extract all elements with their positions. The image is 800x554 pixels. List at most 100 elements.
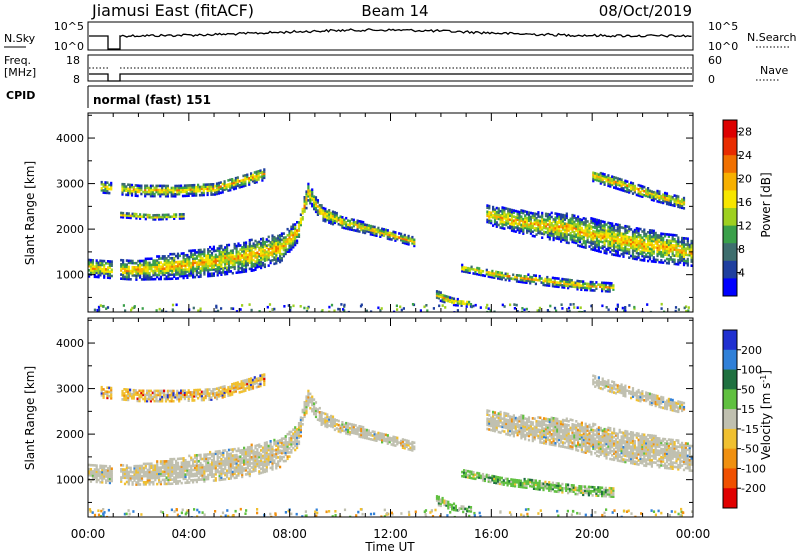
echo-cell — [192, 306, 195, 310]
beam-title: Beam 14 — [361, 2, 428, 20]
echo-cell — [684, 243, 687, 246]
echo-cell — [628, 229, 631, 233]
echo-cell — [252, 455, 255, 459]
echo-cell — [110, 187, 113, 191]
echo-cell — [250, 250, 253, 254]
echo-cell — [554, 218, 557, 222]
echo-cell — [139, 259, 142, 263]
echo-cell — [626, 243, 629, 247]
echo-cell — [176, 473, 180, 477]
echo-cell — [664, 191, 667, 195]
echo-cell — [156, 259, 159, 262]
echo-cell — [106, 191, 109, 195]
echo-cell — [212, 274, 215, 277]
echo-cell — [127, 482, 130, 486]
echo-cell — [464, 302, 467, 306]
echo-cell — [570, 281, 573, 284]
echo-cell — [154, 464, 157, 467]
echo-cell — [129, 214, 132, 218]
echo-cell — [215, 306, 218, 309]
echo-cell — [110, 469, 113, 472]
echo-cell — [474, 272, 477, 276]
echo-cell — [314, 415, 318, 419]
echo-cell — [309, 195, 312, 199]
echo-cell — [580, 228, 583, 232]
echo-cell — [212, 189, 215, 192]
echo-cell — [279, 252, 282, 256]
echo-cell — [647, 239, 650, 242]
echo-cell — [140, 474, 144, 478]
echo-cell — [142, 267, 145, 271]
echo-cell — [488, 221, 491, 224]
echo-cell — [294, 442, 297, 446]
echo-cell — [546, 223, 549, 226]
echo-cell — [131, 272, 134, 275]
echo-cell — [205, 459, 208, 462]
echo-cell — [144, 276, 147, 279]
echo-cell — [246, 452, 249, 455]
echo-cell — [464, 266, 468, 270]
echo-cell — [501, 222, 504, 226]
echo-cell — [313, 398, 316, 401]
echo-cell — [137, 479, 140, 482]
echo-cell — [288, 438, 291, 442]
echo-cell — [265, 441, 268, 444]
echo-cell — [671, 250, 674, 253]
echo-cell — [400, 308, 403, 312]
echo-cell — [201, 472, 204, 475]
echo-cell — [123, 269, 127, 272]
echo-cell — [279, 244, 282, 247]
echo-cell — [301, 416, 304, 420]
echo-cell — [682, 196, 686, 200]
echo-cell — [122, 275, 125, 279]
echo-cell — [671, 246, 674, 249]
echo-cell — [175, 273, 178, 276]
echo-cell — [234, 176, 237, 180]
echo-cell — [201, 457, 204, 461]
echo-cell — [512, 225, 515, 229]
echo-cell — [243, 454, 246, 458]
echo-cell — [673, 244, 676, 247]
echo-cell — [275, 444, 278, 447]
echo-cell — [616, 229, 619, 233]
echo-cell — [633, 249, 636, 252]
echo-cell — [205, 266, 208, 270]
echo-cell — [313, 203, 316, 207]
echo-cell — [573, 214, 576, 218]
echo-cell — [294, 237, 297, 241]
echo-cell — [153, 188, 156, 192]
echo-cell — [620, 240, 623, 244]
echo-cell — [495, 206, 498, 210]
echo-cell — [244, 456, 248, 460]
echo-cell — [122, 216, 125, 219]
echo-cell — [503, 215, 506, 218]
echo-cell — [466, 271, 469, 274]
echo-cell — [507, 218, 510, 221]
echo-cell — [518, 229, 521, 232]
echo-cell — [286, 447, 289, 450]
echo-cell — [108, 473, 111, 476]
echo-cell — [183, 190, 186, 194]
echo-cell — [148, 265, 151, 269]
echo-cell — [534, 274, 537, 277]
echo-cell — [261, 257, 265, 261]
echo-cell — [170, 194, 173, 198]
echo-cell — [605, 177, 608, 181]
echo-cell — [136, 190, 139, 194]
echo-cell — [271, 252, 274, 256]
echo-cell — [652, 197, 655, 200]
echo-cell — [662, 261, 665, 264]
echo-cell — [152, 482, 155, 486]
echo-cell — [296, 446, 299, 450]
echo-cell — [316, 205, 319, 208]
echo-cell — [667, 239, 670, 242]
echo-cell — [690, 250, 693, 253]
echo-cell — [240, 183, 243, 186]
echo-cell — [259, 171, 262, 175]
echo-cell — [133, 475, 136, 478]
echo-cell — [104, 185, 107, 188]
echo-cell — [360, 228, 363, 232]
echo-cell — [571, 240, 574, 244]
echo-cell — [222, 256, 225, 260]
echo-cell — [241, 254, 244, 257]
